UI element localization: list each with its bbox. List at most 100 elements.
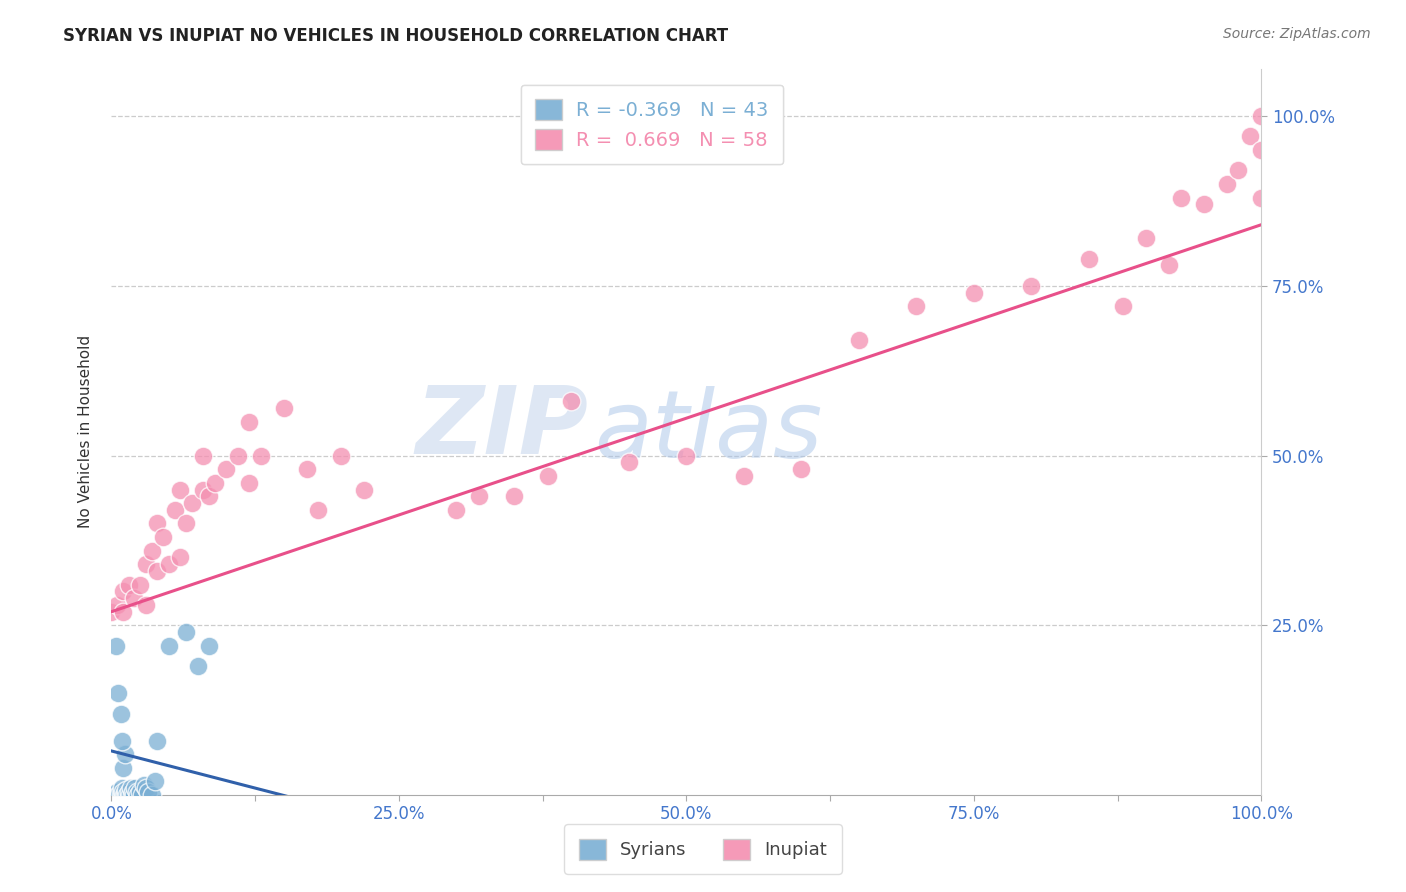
Point <box>502 489 524 503</box>
Point <box>905 299 928 313</box>
Text: ZIP: ZIP <box>416 382 589 475</box>
Point <box>963 285 986 300</box>
Point <box>675 449 697 463</box>
Point <box>1170 190 1192 204</box>
Point <box>353 483 375 497</box>
Text: SYRIAN VS INUPIAT NO VEHICLES IN HOUSEHOLD CORRELATION CHART: SYRIAN VS INUPIAT NO VEHICLES IN HOUSEHO… <box>63 27 728 45</box>
Point <box>114 747 136 762</box>
Point <box>146 564 169 578</box>
Point <box>117 788 139 802</box>
Text: Source: ZipAtlas.com: Source: ZipAtlas.com <box>1223 27 1371 41</box>
Point <box>193 483 215 497</box>
Point <box>111 785 134 799</box>
Point <box>174 516 197 531</box>
Point <box>537 469 560 483</box>
Point <box>560 394 582 409</box>
Point <box>307 503 329 517</box>
Point <box>152 530 174 544</box>
Point <box>117 577 139 591</box>
Point <box>1239 129 1261 144</box>
Point <box>198 639 221 653</box>
Point <box>1250 143 1272 157</box>
Point <box>100 605 122 619</box>
Point <box>120 781 142 796</box>
Point <box>111 761 134 775</box>
Point <box>238 475 260 490</box>
Point <box>169 483 191 497</box>
Point <box>193 449 215 463</box>
Point <box>1192 197 1215 211</box>
Point <box>129 785 152 799</box>
Point <box>141 543 163 558</box>
Point <box>250 449 273 463</box>
Point <box>446 503 468 517</box>
Point <box>107 686 129 700</box>
Point <box>468 489 491 503</box>
Point <box>110 706 132 721</box>
Point <box>105 785 128 799</box>
Point <box>111 788 134 802</box>
Point <box>135 781 157 796</box>
Point <box>146 516 169 531</box>
Point <box>174 625 197 640</box>
Point <box>111 788 134 802</box>
Point <box>163 503 186 517</box>
Point <box>1216 177 1239 191</box>
Point <box>115 782 138 797</box>
Point <box>1159 259 1181 273</box>
Point <box>136 785 159 799</box>
Point <box>118 788 141 802</box>
Point <box>117 788 139 802</box>
Point <box>273 401 295 415</box>
Point <box>141 788 163 802</box>
Point <box>1135 231 1157 245</box>
Point <box>111 733 134 747</box>
Point <box>790 462 813 476</box>
Point <box>110 787 132 801</box>
Y-axis label: No Vehicles in Household: No Vehicles in Household <box>79 335 93 528</box>
Point <box>1021 278 1043 293</box>
Point <box>114 788 136 802</box>
Point <box>1227 163 1250 178</box>
Point <box>848 333 870 347</box>
Point <box>105 598 128 612</box>
Point <box>226 449 249 463</box>
Legend: Syrians, Inupiat: Syrians, Inupiat <box>564 824 842 874</box>
Point <box>1250 109 1272 123</box>
Point <box>129 577 152 591</box>
Point <box>104 639 127 653</box>
Point <box>169 550 191 565</box>
Point <box>104 788 127 802</box>
Point <box>125 785 148 799</box>
Point <box>115 786 138 800</box>
Point <box>127 788 149 802</box>
Point <box>204 475 226 490</box>
Point <box>238 415 260 429</box>
Point <box>180 496 202 510</box>
Point <box>146 733 169 747</box>
Point <box>132 778 155 792</box>
Point <box>143 774 166 789</box>
Point <box>733 469 755 483</box>
Point <box>157 558 180 572</box>
Point <box>1250 190 1272 204</box>
Point <box>111 781 134 796</box>
Point <box>617 455 640 469</box>
Point <box>1112 299 1135 313</box>
Point <box>124 788 146 802</box>
Point <box>215 462 238 476</box>
Text: atlas: atlas <box>595 386 823 477</box>
Point <box>1077 252 1099 266</box>
Point <box>295 462 318 476</box>
Point <box>124 781 146 796</box>
Point <box>105 788 128 802</box>
Point <box>131 788 153 802</box>
Point <box>124 591 146 606</box>
Point <box>112 788 135 802</box>
Point <box>111 605 134 619</box>
Point <box>108 788 131 802</box>
Point <box>117 785 139 799</box>
Point <box>198 489 221 503</box>
Point <box>187 659 209 673</box>
Point <box>122 785 145 799</box>
